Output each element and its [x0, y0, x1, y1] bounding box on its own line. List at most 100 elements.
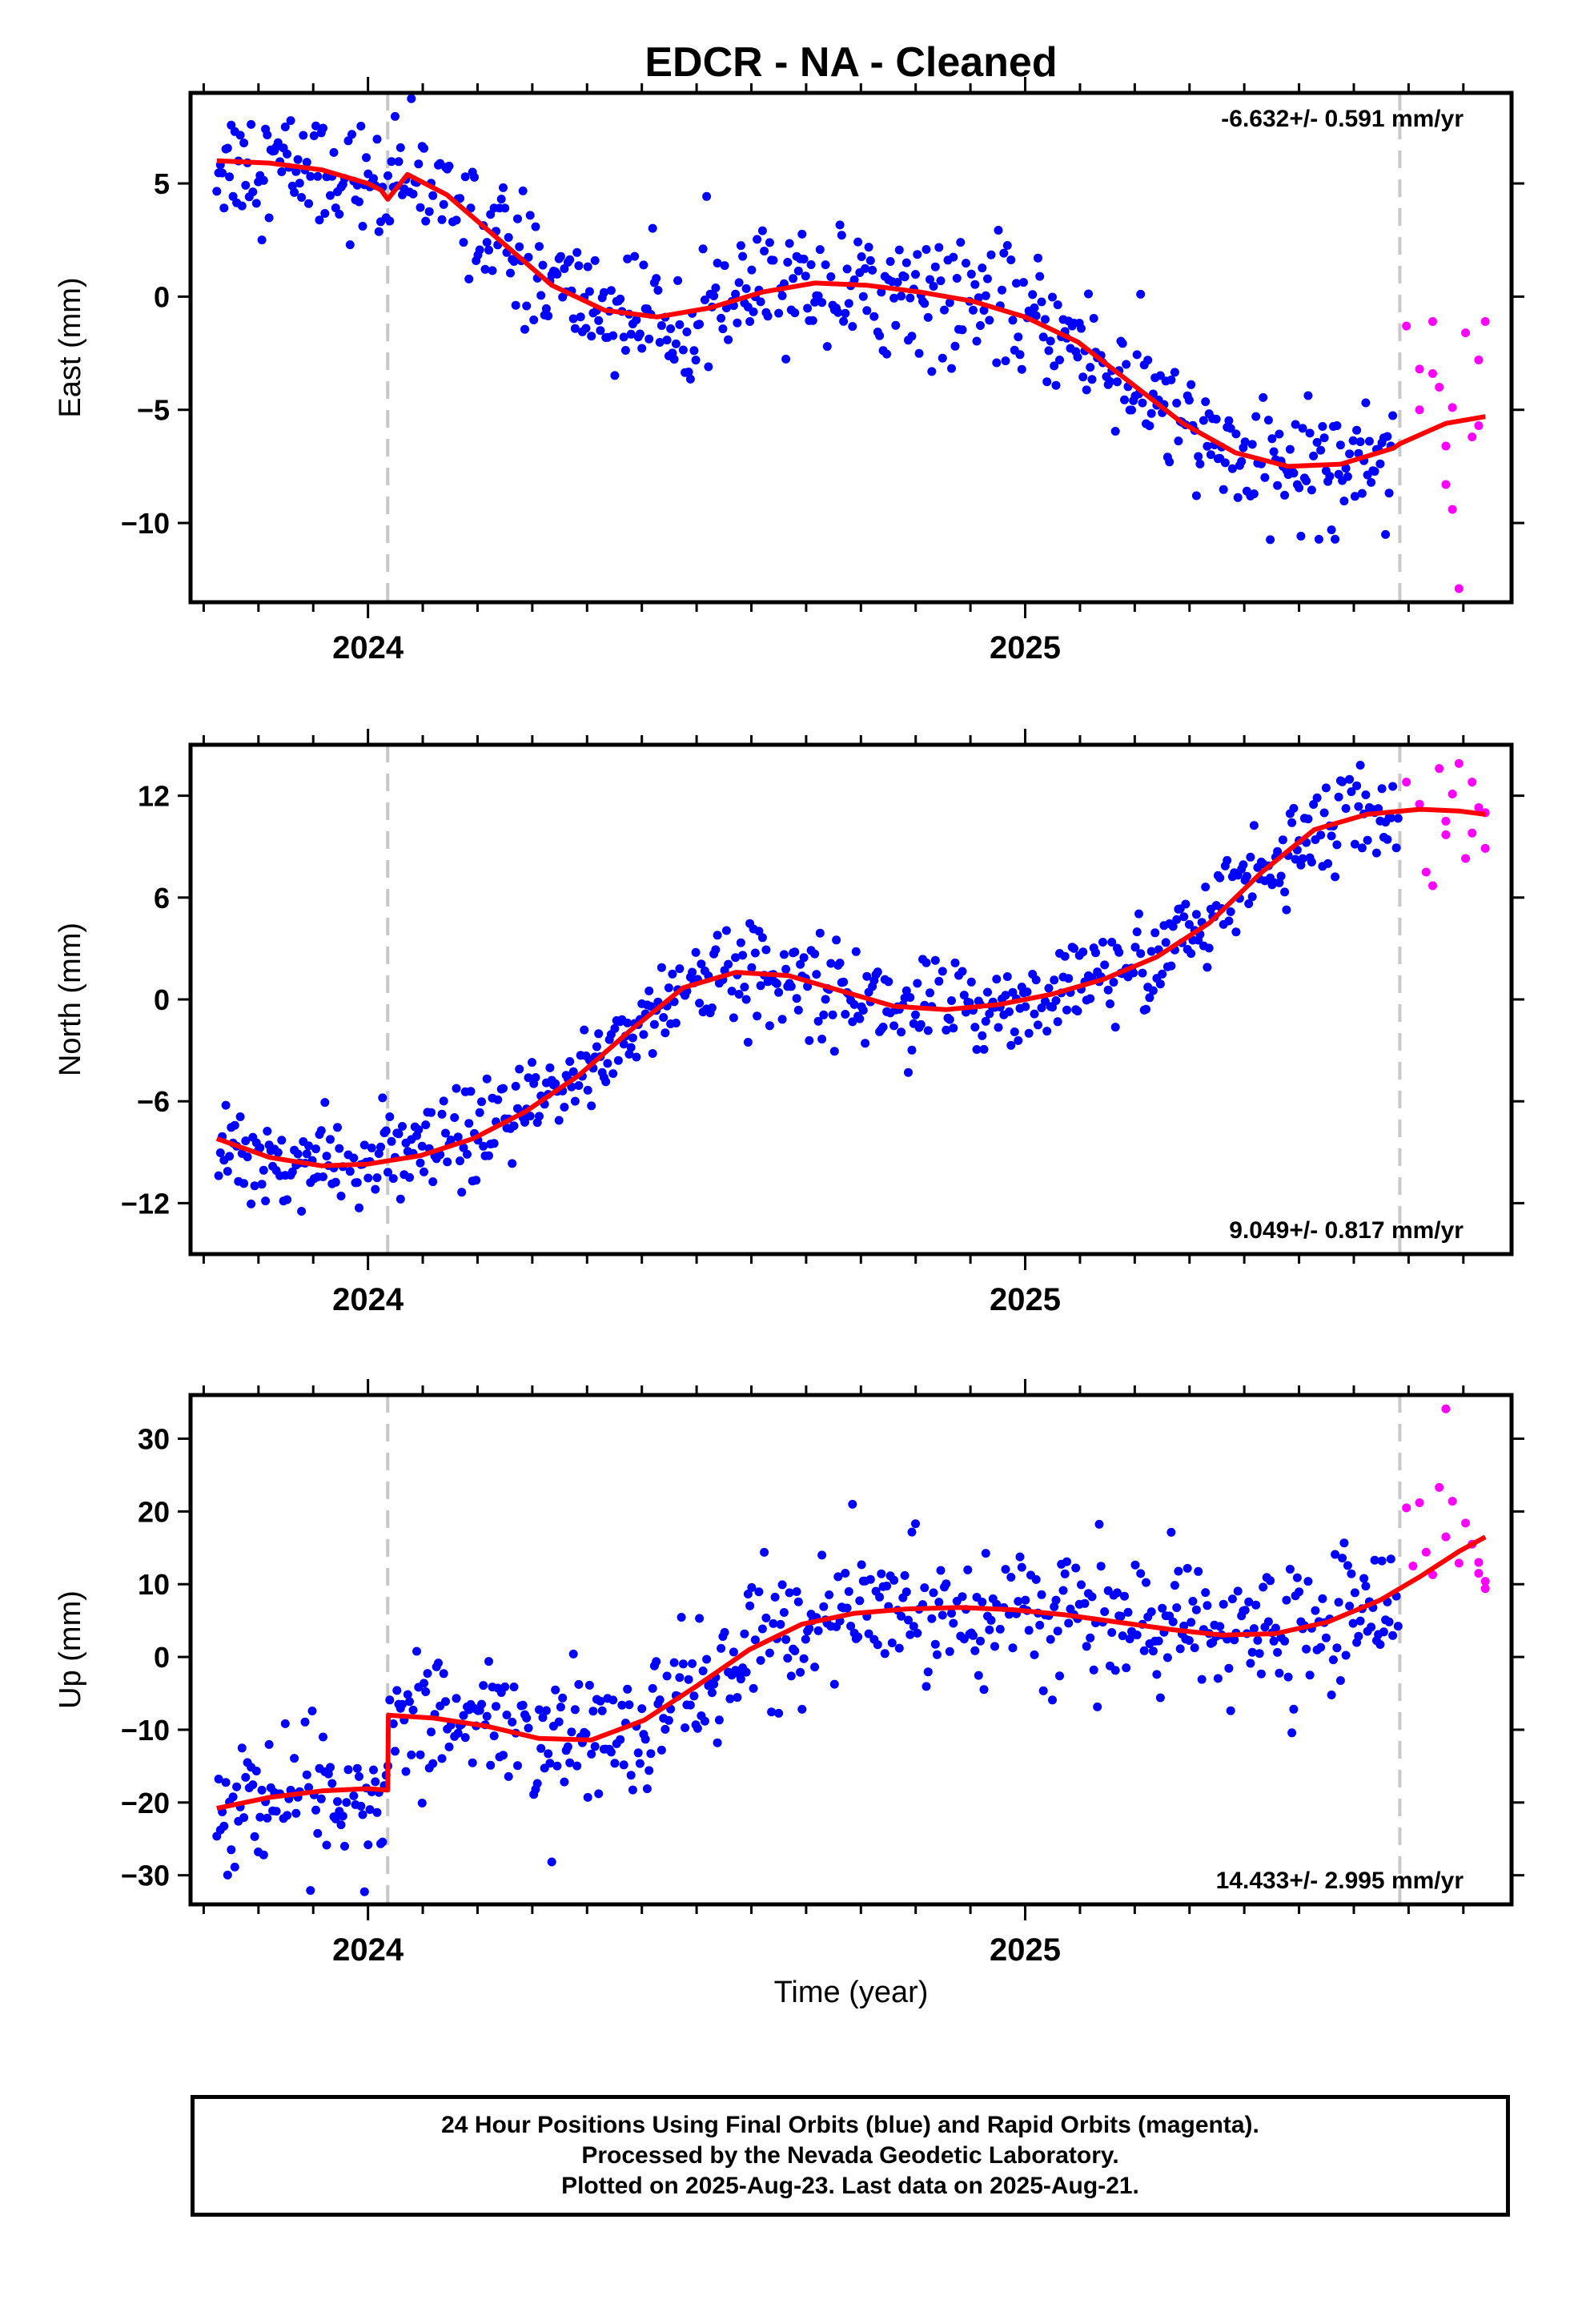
up-final-point: [656, 1745, 666, 1755]
north-final-point: [626, 1043, 636, 1052]
east-final-point: [1014, 332, 1023, 342]
north-final-point: [316, 1126, 326, 1136]
east-final-point: [594, 316, 604, 325]
east-ytick-label: −5: [137, 394, 170, 427]
up-final-point: [352, 1763, 362, 1773]
north-final-point: [851, 947, 861, 956]
up-final-point: [1213, 1674, 1223, 1683]
north-final-point: [1393, 814, 1403, 823]
up-final-point: [848, 1499, 857, 1509]
north-rapid-point: [1402, 778, 1411, 787]
east-final-point: [1352, 425, 1362, 435]
north-final-point: [695, 999, 705, 1008]
x-axis-label: Time (year): [774, 1976, 929, 2009]
north-final-point: [664, 983, 673, 992]
up-final-point: [774, 1708, 784, 1718]
east-final-point: [369, 174, 378, 183]
north-final-point: [1179, 912, 1189, 922]
east-final-point: [1035, 271, 1045, 281]
north-final-point: [273, 1148, 283, 1157]
north-final-point: [1070, 943, 1078, 953]
east-final-point: [885, 257, 895, 266]
east-final-point: [329, 147, 339, 157]
up-final-point: [981, 1549, 990, 1558]
up-final-point: [664, 1715, 673, 1725]
east-final-point: [945, 298, 954, 308]
north-final-point: [1031, 975, 1041, 985]
up-final-point: [427, 1727, 436, 1737]
up-final-point: [1327, 1691, 1336, 1699]
east-final-point: [599, 287, 608, 297]
east-final-point: [509, 257, 519, 266]
east-final-point: [1331, 534, 1340, 544]
north-final-point: [832, 935, 841, 945]
east-final-point: [678, 345, 688, 355]
up-final-point: [619, 1760, 628, 1770]
east-final-point: [1019, 278, 1028, 287]
north-ytick-label: −12: [121, 1187, 170, 1220]
north-final-point: [921, 958, 931, 967]
east-final-point: [273, 138, 283, 147]
east-final-point: [671, 339, 681, 348]
east-final-point: [1015, 350, 1025, 360]
up-final-point: [936, 1566, 946, 1575]
east-final-point: [484, 245, 493, 255]
up-final-point: [1166, 1527, 1176, 1537]
up-final-point: [675, 1673, 685, 1683]
north-final-point: [1291, 854, 1300, 864]
north-final-point: [916, 1019, 926, 1029]
east-final-point: [1367, 477, 1376, 487]
east-final-point: [511, 300, 520, 310]
up-final-point: [468, 1758, 477, 1767]
up-final-point: [1350, 1588, 1359, 1598]
north-final-point: [1136, 949, 1146, 959]
up-final-point: [1015, 1552, 1025, 1562]
up-final-point: [741, 1667, 751, 1677]
footer-note-box: 24 Hour Positions Using Final Orbits (bl…: [191, 2095, 1510, 2217]
east-rapid-point: [1402, 321, 1411, 331]
north-final-point: [371, 1184, 380, 1194]
north-final-point: [580, 1025, 589, 1035]
up-final-point: [227, 1845, 236, 1855]
north-final-point: [1287, 818, 1297, 827]
up-final-point: [990, 1642, 999, 1651]
east-final-point: [520, 324, 529, 334]
north-final-point: [624, 1049, 634, 1059]
up-final-point: [1194, 1566, 1203, 1576]
north-final-point: [394, 1129, 404, 1139]
north-final-point: [1014, 1035, 1023, 1045]
north-final-point: [304, 1141, 313, 1151]
north-final-point: [897, 1027, 906, 1037]
up-final-point: [1186, 1618, 1196, 1627]
up-ytick-label: 10: [138, 1568, 170, 1601]
east-final-point: [914, 348, 924, 358]
up-final-point: [532, 1779, 542, 1788]
east-frame: [188, 90, 1514, 605]
up-final-point: [518, 1700, 528, 1710]
north-final-point: [904, 1068, 913, 1077]
east-final-point: [1031, 311, 1041, 320]
east-final-point: [518, 186, 528, 195]
north-final-point: [668, 969, 677, 979]
up-final-point: [720, 1627, 729, 1637]
east-final-point: [1247, 440, 1257, 449]
up-rapid-point: [1447, 1497, 1457, 1506]
up-final-point: [1226, 1706, 1235, 1715]
north-final-point: [457, 1188, 467, 1197]
up-final-point: [637, 1704, 647, 1714]
north-final-point: [261, 1196, 271, 1206]
east-final-point: [1355, 437, 1365, 447]
up-final-point: [489, 1731, 499, 1741]
up-final-point: [477, 1699, 486, 1709]
up-final-point: [684, 1675, 693, 1684]
east-final-point: [803, 304, 813, 313]
north-rapid-point: [1441, 830, 1451, 839]
north-final-point: [972, 1045, 982, 1054]
up-final-point: [1321, 1633, 1331, 1642]
up-final-point: [1384, 1617, 1394, 1626]
east-final-point: [1303, 391, 1313, 400]
north-final-point: [1107, 938, 1117, 947]
east-final-point: [713, 259, 722, 267]
up-final-point: [974, 1671, 983, 1680]
up-final-point: [1393, 1622, 1403, 1631]
